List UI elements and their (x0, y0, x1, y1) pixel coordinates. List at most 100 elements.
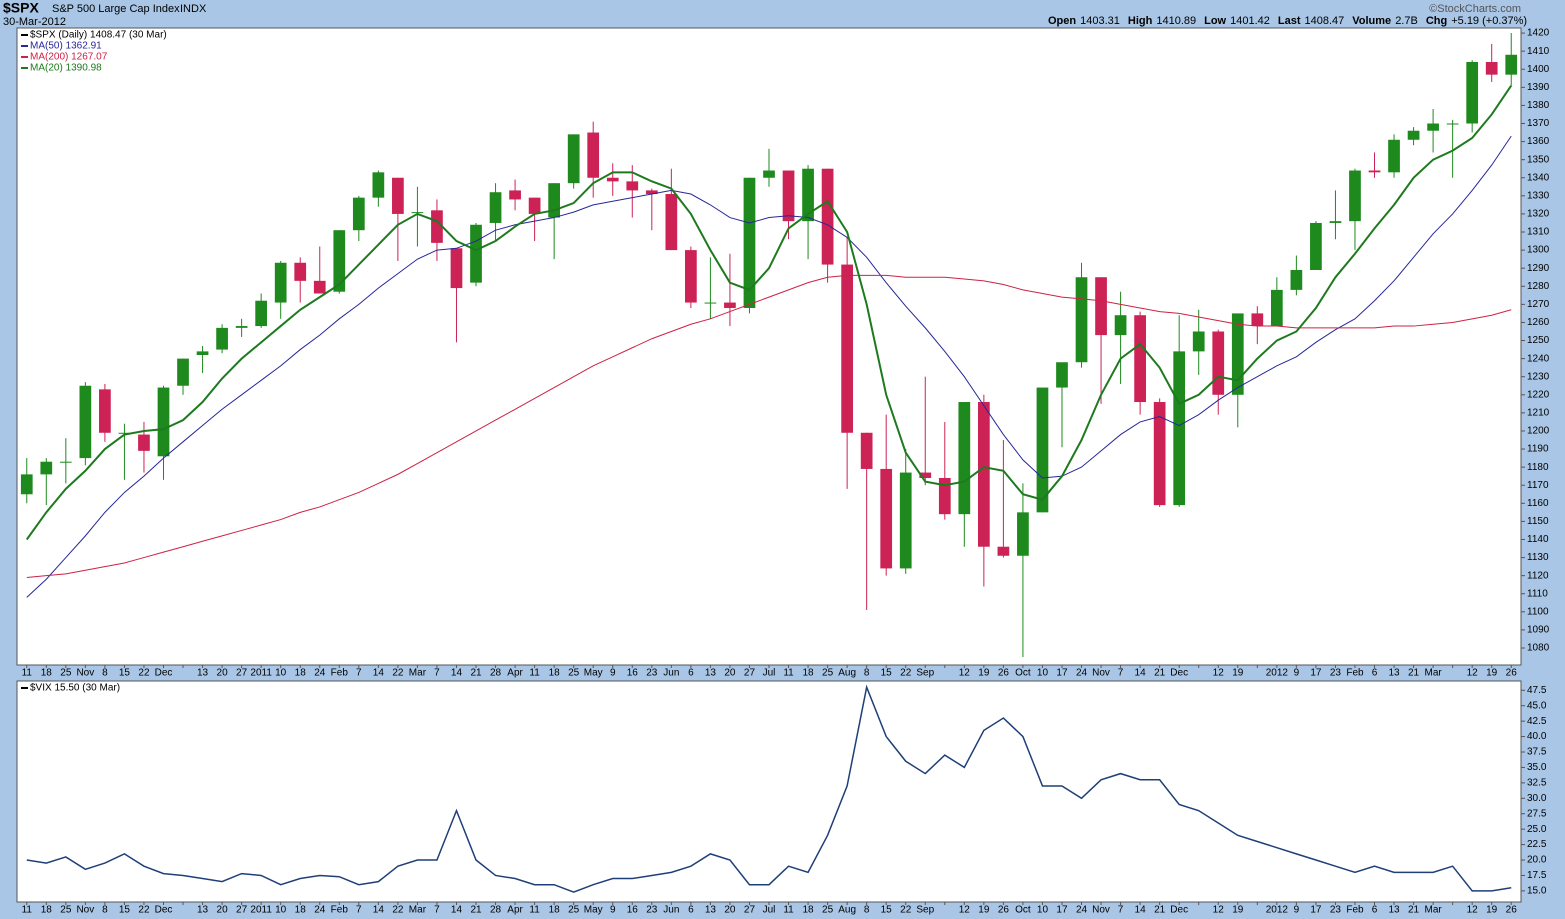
quote-value: 1401.42 (1230, 15, 1270, 27)
x-tick-label: 11 (783, 905, 794, 916)
x-tick-label: Dec (1170, 905, 1188, 916)
x-tick-label: Oct (1015, 905, 1031, 916)
y-tick-label: 1180 (1527, 462, 1549, 473)
candle-body (1388, 139, 1400, 173)
x-tick-label: 22 (900, 905, 912, 916)
x-tick-label: Feb (331, 668, 349, 679)
y-tick-label: 30.0 (1527, 793, 1547, 804)
x-tick-label: 9 (610, 905, 616, 916)
candle-body (1427, 123, 1439, 131)
moving-average (26, 274, 1512, 578)
x-tick-label: 27 (236, 668, 248, 679)
x-tick-label: 18 (549, 905, 561, 916)
x-tick-label: 25 (568, 905, 580, 916)
x-tick-label: 13 (197, 905, 209, 916)
x-tick-label: 10 (275, 668, 287, 679)
candle-body (665, 194, 678, 251)
x-tick-label: 25 (822, 905, 834, 916)
x-tick-label: 14 (373, 905, 385, 916)
candle-body (1485, 62, 1498, 75)
x-tick-label: 6 (1372, 905, 1378, 916)
y-tick-label: 32.5 (1527, 777, 1547, 788)
candle-body (1466, 62, 1479, 124)
candle-body (782, 170, 795, 222)
x-tick-label: 24 (314, 668, 326, 679)
x-tick-label: 11 (22, 905, 33, 916)
x-tick-label: Dec (155, 668, 173, 679)
x-tick-label: 20 (217, 668, 229, 679)
x-tick-label: 26 (1506, 668, 1518, 679)
legend-label: $SPX (Daily) 1408.47 (30 Mar) (30, 30, 167, 41)
series-line (26, 684, 1512, 893)
x-tick-label: 20 (217, 905, 229, 916)
candle-body (743, 177, 756, 308)
moving-average (25, 84, 1513, 541)
y-tick-label: 1390 (1527, 82, 1550, 93)
y-tick-label: 1380 (1527, 100, 1550, 111)
y-tick-label: 1200 (1527, 426, 1550, 437)
x-tick-label: 26 (998, 668, 1010, 679)
candle-body (1212, 331, 1225, 395)
x-tick-label: 24 (1076, 668, 1088, 679)
x-tick-label: 21 (1154, 668, 1166, 679)
x-tick-label: Mar (409, 905, 427, 916)
legend-label: MA(20) 1390.98 (30, 63, 102, 74)
candle-body (177, 358, 189, 386)
y-tick-label: 1280 (1527, 281, 1550, 292)
moving-average (26, 135, 1512, 598)
x-tick-label: 7 (356, 905, 362, 916)
x-tick-label: 25 (60, 905, 72, 916)
candle-body (685, 250, 697, 303)
x-tick-label: Aug (838, 668, 856, 679)
symbol: $SPX (3, 0, 39, 16)
candle-body (372, 172, 385, 198)
candle-body (1036, 387, 1049, 513)
y-tick-label: 1130 (1527, 552, 1549, 563)
x-tick-label: 28 (490, 668, 502, 679)
exchange: INDX (180, 3, 207, 15)
x-tick-label: 17 (1310, 905, 1322, 916)
candle-body (899, 472, 912, 569)
candle-body (235, 326, 248, 328)
legend-label: $VIX 15.50 (30 Mar) (30, 683, 120, 694)
candle-body (567, 134, 580, 184)
x-tick-label: 22 (900, 668, 912, 679)
x-tick-label: 13 (705, 668, 717, 679)
y-tick-label: 1270 (1527, 299, 1550, 310)
y-tick-label: 20.0 (1527, 855, 1547, 866)
y-tick-label: 1400 (1527, 64, 1550, 75)
x-tick-label: 15 (119, 668, 131, 679)
x-tick-label: Dec (1170, 668, 1188, 679)
x-tick-label: 19 (1486, 905, 1498, 916)
x-tick-label: 9 (1294, 668, 1300, 679)
candle-body (352, 197, 365, 231)
candle-body (255, 300, 268, 327)
candle-body (1407, 130, 1420, 140)
x-tick-label: 8 (102, 905, 108, 916)
x-tick-label: 11 (529, 905, 540, 916)
candle-body (938, 477, 951, 515)
y-tick-label: 25.0 (1527, 824, 1547, 835)
x-tick-label: 17 (1310, 668, 1322, 679)
candle-body (79, 385, 92, 459)
y-tick-label: 40.0 (1527, 731, 1547, 742)
x-tick-label: Feb (1346, 668, 1364, 679)
y-tick-label: 1140 (1527, 534, 1549, 545)
candle-body (821, 168, 834, 265)
candle-body (528, 197, 541, 214)
x-tick-label: Nov (1092, 668, 1110, 679)
candle-body (1017, 512, 1029, 556)
candle-body (333, 230, 346, 292)
candle-body (59, 461, 72, 463)
x-tick-label: 27 (744, 668, 756, 679)
candle-body (294, 262, 307, 281)
x-tick-label: 10 (1037, 668, 1049, 679)
candle-body (841, 264, 853, 433)
x-tick-label: Nov (1092, 905, 1110, 916)
quote-value: 1403.31 (1080, 15, 1120, 27)
candle-body (1134, 315, 1146, 403)
x-tick-label: Nov (76, 905, 94, 916)
quote-value: 2.7B (1395, 15, 1418, 27)
candle-body (1349, 170, 1361, 222)
